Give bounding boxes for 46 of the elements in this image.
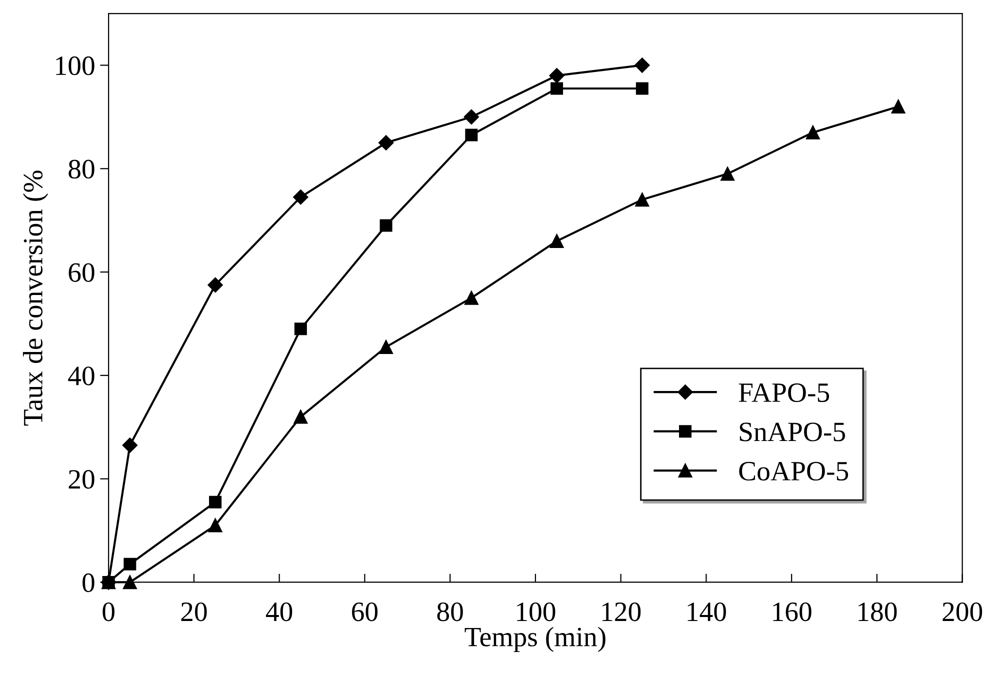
y-tick-label: 20 — [68, 470, 94, 489]
legend-label: SnAPO-5 — [740, 422, 846, 442]
point — [294, 410, 308, 424]
y-tick-label: 100 — [56, 56, 94, 76]
point — [124, 558, 136, 570]
point — [464, 290, 478, 305]
legend-label: FAPO-5 — [738, 383, 830, 402]
point — [635, 192, 650, 207]
point — [380, 219, 392, 232]
point — [550, 234, 564, 248]
point — [122, 575, 137, 590]
point — [550, 82, 564, 95]
x-tick-label: 180 — [858, 602, 897, 622]
point — [465, 128, 478, 142]
point — [378, 135, 394, 150]
point — [636, 82, 648, 95]
y-axis-title: Taux de conversion (% — [22, 170, 48, 426]
x-tick-label: 160 — [773, 602, 812, 622]
point — [891, 100, 906, 114]
x-tick-label: 80 — [437, 602, 463, 622]
point — [720, 166, 734, 181]
y-tick-label: 0 — [82, 573, 94, 592]
x-tick-label: 0 — [102, 602, 114, 622]
x-tick-label: 60 — [352, 602, 378, 622]
legend-label: CoAPO-5 — [739, 462, 848, 481]
x-tick-label: 100 — [517, 602, 556, 622]
x-tick-label: 140 — [688, 602, 726, 622]
x-axis-title: Temps (min) — [464, 626, 606, 652]
y-tick-label: 40 — [68, 366, 94, 386]
point — [634, 58, 650, 73]
x-tick-label: 120 — [602, 602, 641, 622]
point — [379, 340, 393, 354]
x-tick-label: 200 — [942, 602, 982, 622]
point — [464, 109, 479, 125]
point — [806, 126, 820, 140]
point — [549, 68, 564, 84]
point — [122, 438, 138, 453]
point — [293, 190, 308, 205]
point — [209, 496, 222, 508]
point — [294, 322, 307, 336]
y-tick-label: 60 — [68, 263, 94, 282]
x-tick-label: 20 — [181, 602, 207, 622]
x-tick-label: 40 — [266, 602, 292, 622]
point — [208, 277, 223, 293]
y-tick-label: 80 — [68, 160, 94, 179]
point — [208, 518, 222, 532]
